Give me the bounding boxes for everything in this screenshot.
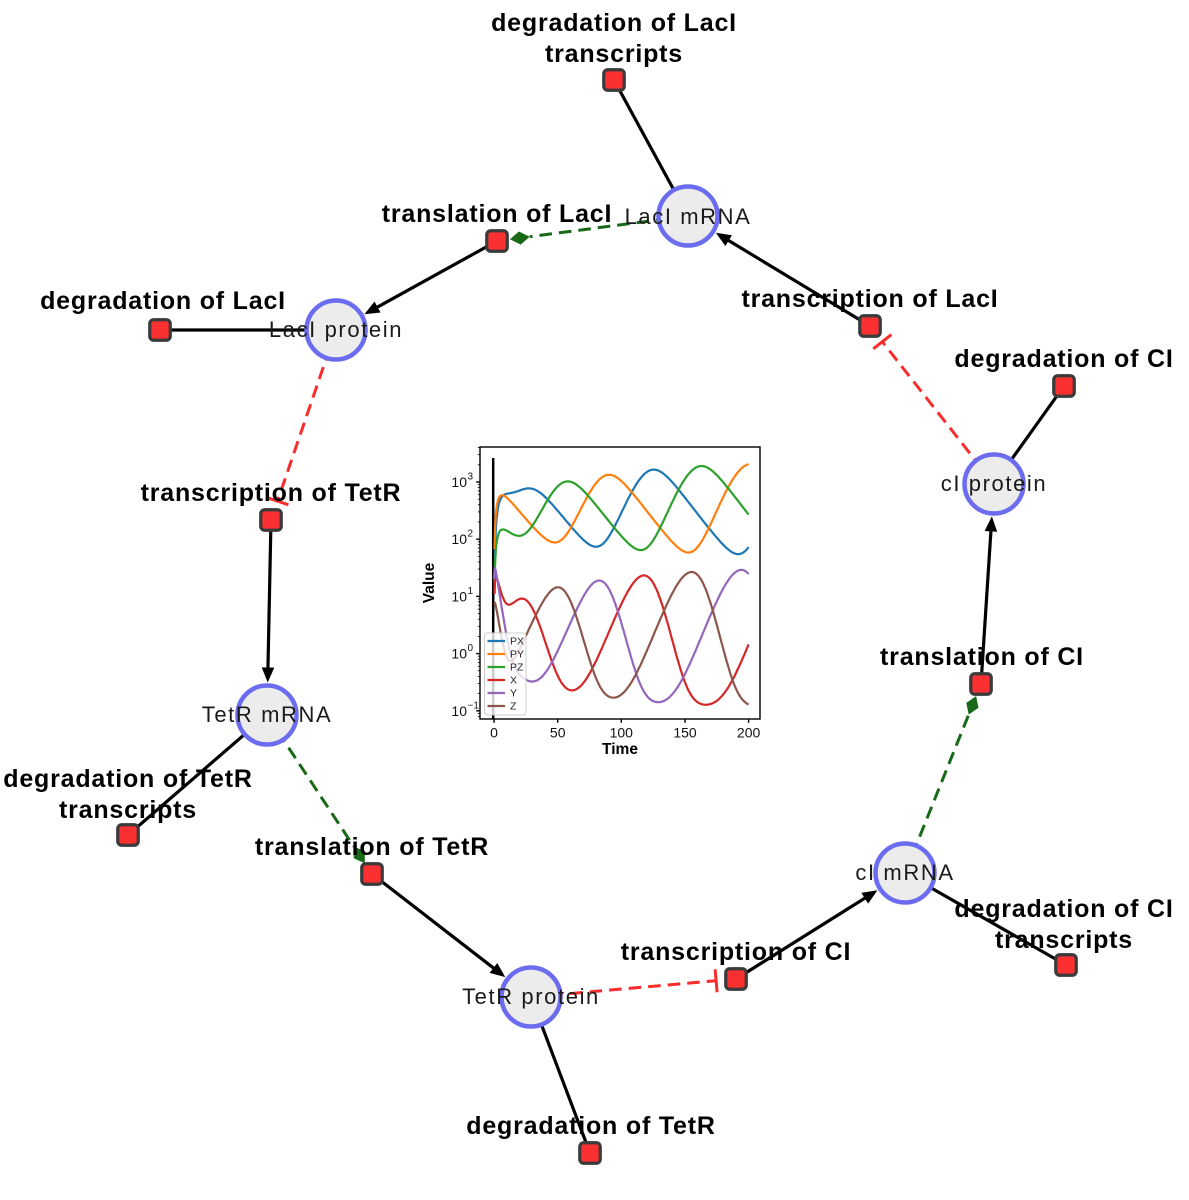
svg-text:degradation of TetR: degradation of TetR bbox=[3, 765, 252, 793]
svg-text:200: 200 bbox=[737, 725, 761, 741]
svg-text:1: 1 bbox=[468, 586, 474, 597]
svg-text:100: 100 bbox=[610, 725, 634, 741]
svg-text:transcription of TetR: transcription of TetR bbox=[141, 479, 402, 507]
svg-text:−1: −1 bbox=[468, 700, 480, 711]
svg-text:PX: PX bbox=[510, 636, 524, 648]
svg-text:cI mRNA: cI mRNA bbox=[855, 860, 954, 885]
svg-text:translation of TetR: translation of TetR bbox=[255, 833, 489, 861]
svg-text:translation of LacI: translation of LacI bbox=[382, 200, 613, 228]
svg-text:2: 2 bbox=[468, 529, 474, 540]
svg-text:3: 3 bbox=[468, 472, 474, 483]
svg-text:degradation of CI: degradation of CI bbox=[954, 345, 1173, 373]
svg-text:degradation of LacI: degradation of LacI bbox=[491, 9, 737, 37]
svg-text:LacI protein: LacI protein bbox=[269, 317, 403, 342]
svg-text:translation of CI: translation of CI bbox=[880, 643, 1084, 671]
svg-text:Value: Value bbox=[421, 562, 438, 603]
svg-text:0: 0 bbox=[468, 643, 474, 654]
svg-text:10: 10 bbox=[451, 588, 467, 604]
svg-text:PY: PY bbox=[510, 649, 524, 661]
svg-text:Time: Time bbox=[602, 741, 638, 758]
svg-text:10: 10 bbox=[451, 703, 467, 719]
svg-text:150: 150 bbox=[673, 725, 697, 741]
svg-text:cI protein: cI protein bbox=[941, 471, 1048, 496]
svg-text:Y: Y bbox=[510, 688, 517, 700]
svg-text:TetR mRNA: TetR mRNA bbox=[202, 702, 333, 727]
svg-text:0: 0 bbox=[490, 725, 498, 741]
svg-text:degradation of TetR: degradation of TetR bbox=[466, 1112, 715, 1140]
svg-text:50: 50 bbox=[550, 725, 566, 741]
svg-text:10: 10 bbox=[451, 531, 467, 547]
svg-text:degradation of CI: degradation of CI bbox=[954, 895, 1173, 923]
svg-text:10: 10 bbox=[451, 474, 467, 490]
svg-text:degradation of LacI: degradation of LacI bbox=[40, 287, 286, 315]
svg-text:X: X bbox=[510, 675, 517, 687]
svg-text:Z: Z bbox=[510, 701, 517, 713]
svg-text:transcripts: transcripts bbox=[995, 926, 1133, 954]
svg-text:transcription of CI: transcription of CI bbox=[621, 938, 851, 966]
svg-text:transcription of LacI: transcription of LacI bbox=[741, 285, 998, 313]
svg-text:transcripts: transcripts bbox=[545, 40, 683, 68]
svg-text:LacI mRNA: LacI mRNA bbox=[625, 204, 752, 229]
svg-text:TetR protein: TetR protein bbox=[462, 984, 600, 1009]
svg-text:10: 10 bbox=[451, 646, 467, 662]
svg-text:transcripts: transcripts bbox=[59, 796, 197, 824]
svg-text:PZ: PZ bbox=[510, 662, 524, 674]
